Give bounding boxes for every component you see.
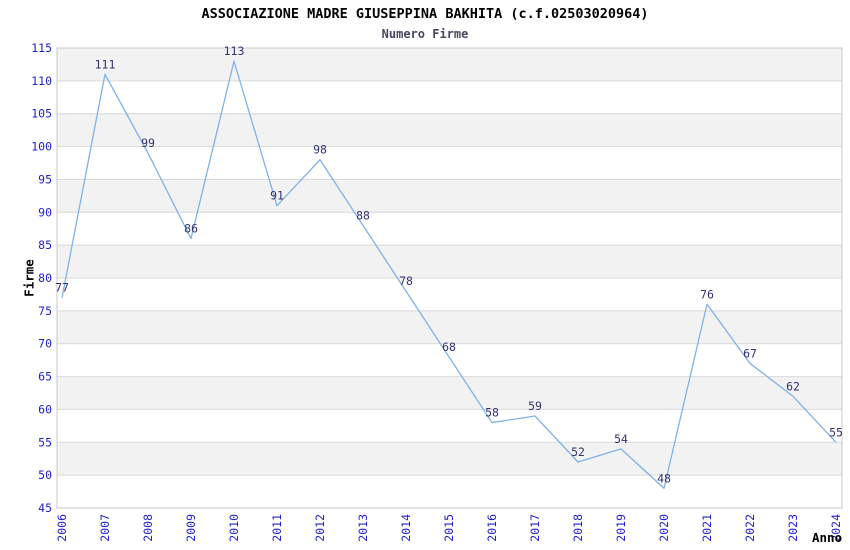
chart-subtitle: Numero Firme — [381, 27, 469, 41]
data-point-label: 111 — [95, 57, 116, 71]
x-tick-label: 2006 — [55, 514, 69, 542]
x-tick-label: 2022 — [743, 514, 757, 542]
y-tick-label: 75 — [38, 304, 52, 318]
y-tick-label: 50 — [38, 468, 52, 482]
y-tick-label: 100 — [31, 140, 52, 154]
x-tick-label: 2012 — [313, 514, 327, 542]
data-point-label: 86 — [184, 222, 198, 236]
plot-band — [57, 376, 842, 410]
data-point-label: 91 — [270, 189, 284, 203]
x-tick-label: 2013 — [356, 514, 370, 542]
x-tick-label: 2021 — [700, 514, 714, 542]
x-tick-label: 2023 — [786, 514, 800, 542]
data-point-label: 62 — [786, 379, 800, 393]
data-point-label: 99 — [141, 136, 155, 150]
plot-band — [57, 179, 842, 213]
x-tick-label: 2018 — [571, 514, 585, 542]
data-point-label: 55 — [829, 425, 843, 439]
data-point-label: 68 — [442, 340, 456, 354]
y-tick-label: 55 — [38, 435, 52, 449]
data-point-label: 76 — [700, 287, 714, 301]
data-point-label: 113 — [224, 44, 245, 58]
plot-band — [57, 48, 842, 81]
data-point-label: 54 — [614, 432, 628, 446]
plot-band — [57, 245, 842, 278]
y-tick-label: 90 — [38, 205, 52, 219]
chart-title: ASSOCIAZIONE MADRE GIUSEPPINA BAKHITA (c… — [201, 6, 649, 22]
y-tick-label: 115 — [31, 41, 52, 55]
x-tick-label: 2015 — [442, 514, 456, 542]
x-tick-label: 2010 — [227, 514, 241, 542]
y-tick-label: 70 — [38, 337, 52, 351]
x-tick-label: 2020 — [657, 514, 671, 542]
y-tick-label: 105 — [31, 107, 52, 121]
data-point-label: 77 — [55, 281, 69, 295]
y-tick-label: 80 — [38, 271, 52, 285]
x-tick-label: 2007 — [98, 514, 112, 542]
data-point-label: 67 — [743, 346, 757, 360]
x-tick-label: 2008 — [141, 514, 155, 542]
plot-band — [57, 310, 842, 344]
x-tick-label: 2014 — [399, 514, 413, 542]
x-axis-title: Anno — [812, 530, 843, 545]
data-point-label: 88 — [356, 208, 370, 222]
x-tick-label: 2019 — [614, 514, 628, 542]
y-tick-label: 95 — [38, 172, 52, 186]
y-tick-label: 45 — [38, 501, 52, 515]
data-point-label: 58 — [485, 406, 499, 420]
x-tick-label: 2011 — [270, 514, 284, 542]
data-point-label: 52 — [571, 445, 585, 459]
data-point-label: 98 — [313, 143, 327, 157]
y-tick-label: 110 — [31, 74, 52, 88]
plot-border — [56, 47, 843, 509]
data-point-label: 78 — [399, 274, 413, 288]
y-tick-label: 60 — [38, 402, 52, 416]
data-point-label: 48 — [657, 471, 671, 485]
x-tick-label: 2009 — [184, 514, 198, 542]
plot-band — [57, 113, 842, 147]
data-point-label: 59 — [528, 399, 542, 413]
plot-band — [57, 442, 842, 476]
y-tick-label: 85 — [38, 238, 52, 252]
x-tick-label: 2016 — [485, 514, 499, 542]
y-tick-label: 65 — [38, 370, 52, 384]
x-tick-label: 2017 — [528, 514, 542, 542]
data-line — [61, 60, 837, 489]
x-tick-label: 2024 — [829, 514, 843, 542]
